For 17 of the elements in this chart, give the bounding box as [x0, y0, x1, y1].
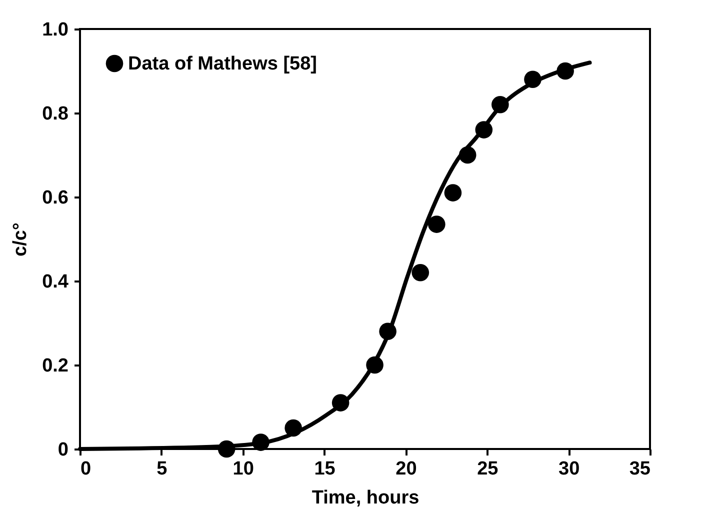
x-tick-label: 15	[314, 458, 336, 480]
x-tick-label: 25	[477, 458, 499, 480]
x-tick-label: 35	[629, 458, 651, 480]
y-tick-label: 0.6	[42, 188, 68, 208]
y-tick-label: 0.8	[42, 104, 68, 124]
x-axis-title: Time, hours	[312, 488, 420, 508]
y-tick-label: 1.0	[42, 20, 68, 40]
y-tick-label: 0.4	[42, 272, 69, 292]
legend-label: Data of Mathews [58]	[128, 54, 317, 74]
y-tick-label: 0.2	[42, 356, 68, 376]
x-tick-label: 20	[396, 458, 417, 480]
y-tick-label: 0	[58, 440, 68, 460]
x-tick-label: 0	[80, 458, 92, 480]
y-axis-title: c/c°	[10, 222, 32, 257]
x-tick-label: 30	[558, 458, 580, 480]
x-tick-label: 10	[232, 458, 254, 480]
x-tick-label: 5	[156, 458, 168, 480]
